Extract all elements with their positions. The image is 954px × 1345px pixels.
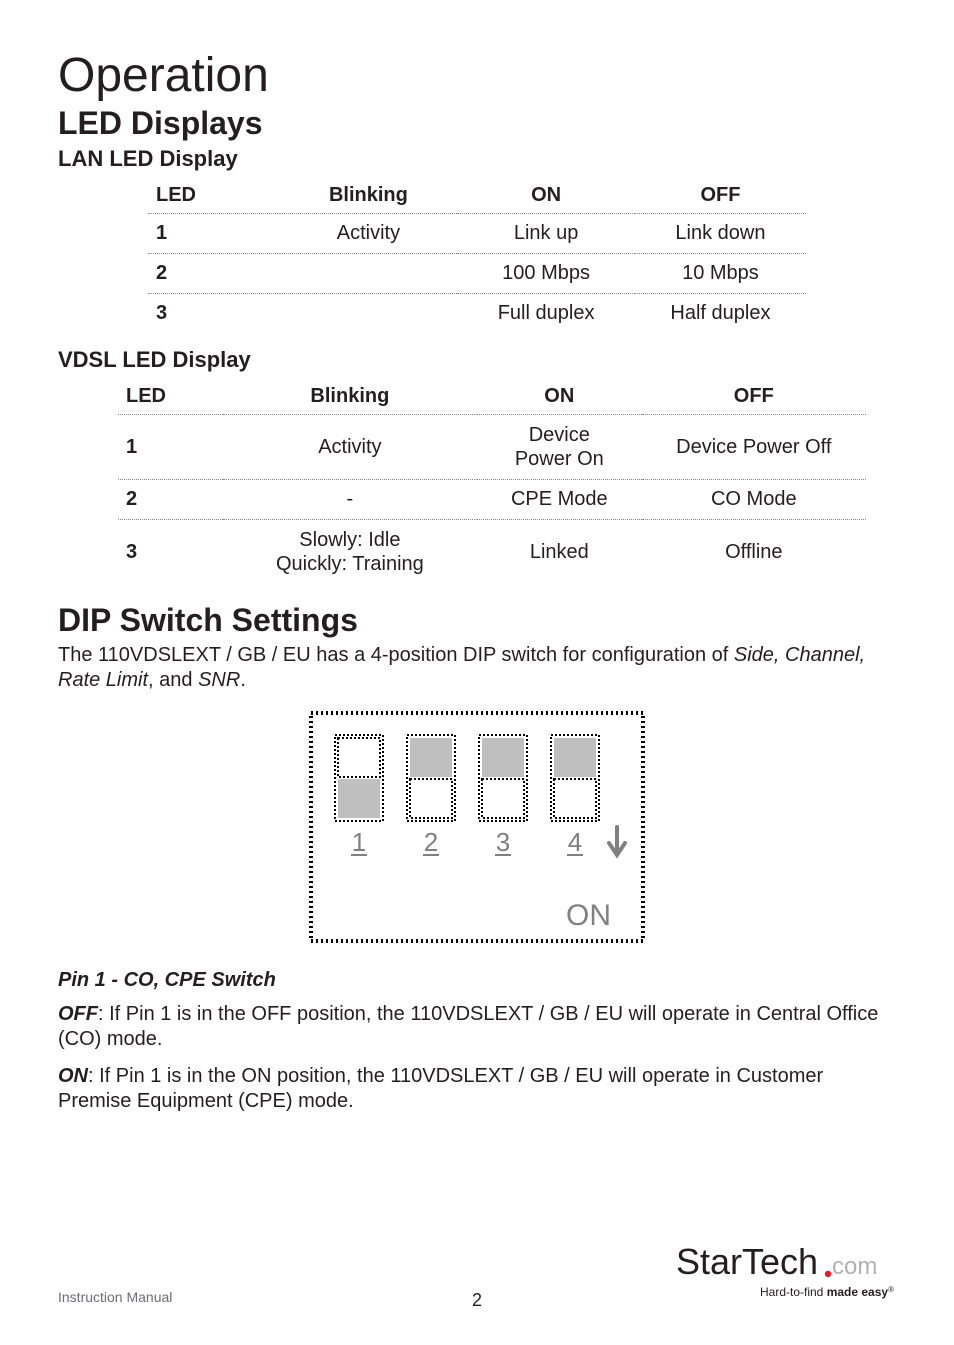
pin1-on-text: : If Pin 1 is in the ON position, the 11… [58,1065,823,1112]
table-row: 1ActivityLink upLink down [148,214,806,254]
cell-blinking: Activity [280,214,458,254]
logo-suffix-text: com [832,1253,877,1280]
dip-intro-pre: The 110VDSLEXT / GB / EU has a 4-positio… [58,644,734,666]
svg-text:1: 1 [352,827,366,857]
cell-led-num: 1 [118,415,223,480]
dip-switch-figure: 1 2 3 4 ON [307,709,647,945]
cell-led-num: 1 [148,214,280,254]
lan-led-table: LED Blinking ON OFF 1ActivityLink upLink… [148,178,806,333]
cell-led-num: 2 [118,480,223,520]
chapter-title: Operation [58,48,896,103]
cell-on: Linked [477,520,642,585]
cell-blinking [280,254,458,294]
svg-text:ON: ON [566,899,611,932]
vdsl-led-table: LED Blinking ON OFF 1ActivityDevicePower… [118,379,866,584]
startech-logo: StarTech com Hard-to-find made easy® [676,1240,896,1311]
table-row: 1ActivityDevicePower OnDevice Power Off [118,415,866,480]
cell-off: Link down [635,214,806,254]
svg-text:3: 3 [496,827,510,857]
th-blinking: Blinking [223,379,477,415]
section-led-displays: LED Displays [58,105,896,142]
cell-on: DevicePower On [477,415,642,480]
cell-on: Full duplex [457,294,635,334]
cell-blinking [280,294,458,334]
footer-manual-label: Instruction Manual [58,1289,172,1305]
cell-off: Half duplex [635,294,806,334]
pin1-title: Pin 1 - CO, CPE Switch [58,969,896,992]
svg-text:4: 4 [568,827,582,857]
vdsl-led-heading: VDSL LED Display [58,347,896,373]
cell-off: Offline [642,520,866,585]
cell-blinking: Slowly: IdleQuickly: Training [223,520,477,585]
th-led: LED [148,178,280,214]
cell-led-num: 3 [148,294,280,334]
footer-page-number: 2 [472,1290,482,1311]
th-on: ON [477,379,642,415]
logo-main-text: StarTech [676,1241,818,1282]
table-row: 3Slowly: IdleQuickly: TrainingLinkedOffl… [118,520,866,585]
dip-intro: The 110VDSLEXT / GB / EU has a 4-positio… [58,643,896,693]
svg-text:2: 2 [424,827,438,857]
section-dip-switch: DIP Switch Settings [58,602,896,639]
cell-blinking: Activity [223,415,477,480]
logo-dot-icon [825,1271,831,1277]
cell-off: CO Mode [642,480,866,520]
pin1-on-lead: ON [58,1065,88,1087]
dip-intro-mid: , and [148,669,198,691]
th-blinking: Blinking [280,178,458,214]
cell-blinking: - [223,480,477,520]
th-led: LED [118,379,223,415]
table-row: 3 Full duplexHalf duplex [148,294,806,334]
cell-off: 10 Mbps [635,254,806,294]
pin1-off-lead: OFF [58,1003,98,1025]
table-row: 2 100 Mbps10 Mbps [148,254,806,294]
pin1-off-text: : If Pin 1 is in the OFF position, the 1… [58,1003,878,1050]
table-row: 2-CPE ModeCO Mode [118,480,866,520]
cell-led-num: 2 [148,254,280,294]
cell-off: Device Power Off [642,415,866,480]
dip-intro-italic2: SNR [198,669,240,691]
th-on: ON [457,178,635,214]
pin1-on: ON: If Pin 1 is in the ON position, the … [58,1064,896,1114]
pin1-off: OFF: If Pin 1 is in the OFF position, th… [58,1002,896,1052]
cell-led-num: 3 [118,520,223,585]
th-off: OFF [635,178,806,214]
lan-led-heading: LAN LED Display [58,146,896,172]
dip-intro-post: . [240,669,246,691]
cell-on: Link up [457,214,635,254]
th-off: OFF [642,379,866,415]
page-footer: Instruction Manual 2 StarTech com Hard-t… [58,1241,896,1311]
logo-tagline: Hard-to-find made easy® [760,1285,894,1299]
cell-on: CPE Mode [477,480,642,520]
cell-on: 100 Mbps [457,254,635,294]
